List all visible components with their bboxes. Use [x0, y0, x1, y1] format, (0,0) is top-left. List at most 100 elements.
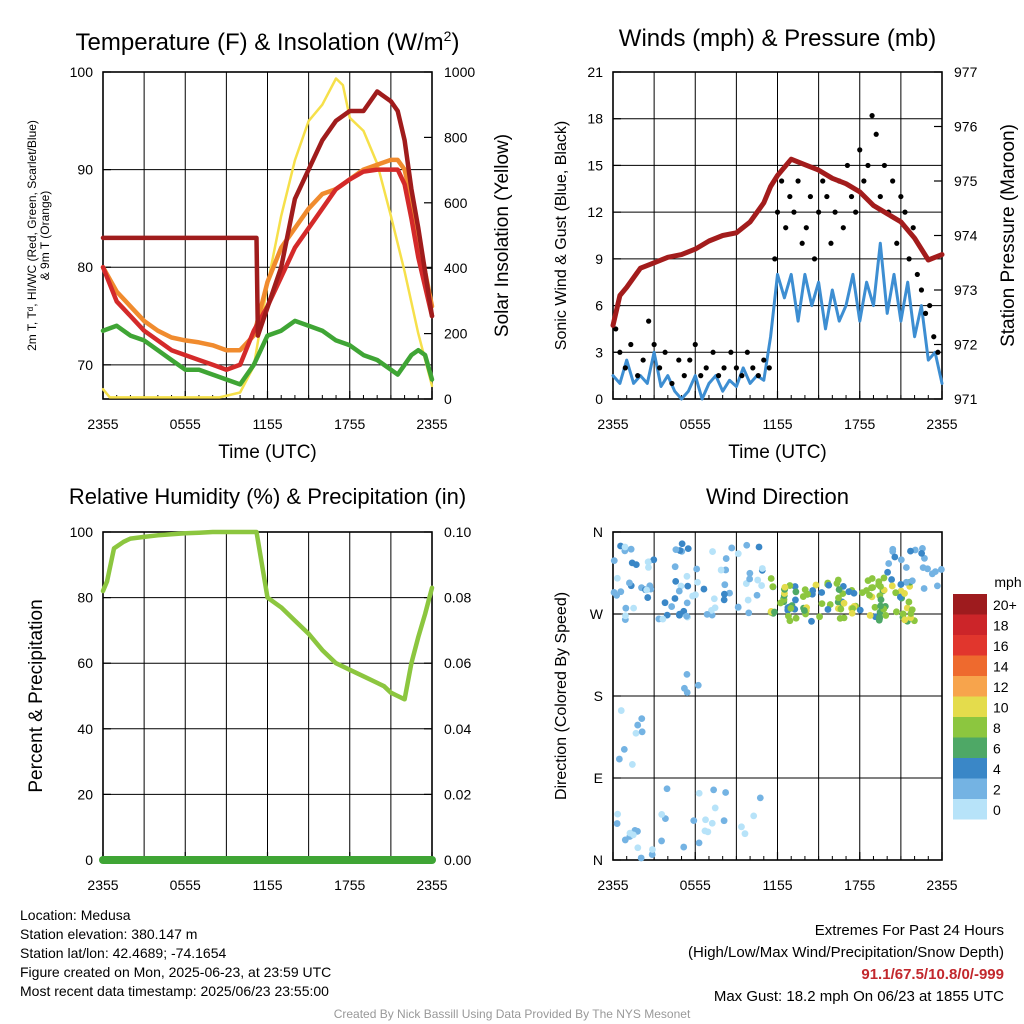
legend-swatch: [953, 614, 987, 635]
x-tick-label: 2355: [926, 416, 957, 432]
gust-point: [898, 193, 904, 200]
direction-point: [920, 585, 928, 592]
direction-point: [808, 617, 815, 625]
direction-point: [785, 612, 792, 620]
gust-point: [750, 365, 756, 371]
y-tick-label: 80: [77, 259, 93, 275]
direction-point: [877, 596, 885, 604]
direction-point: [671, 595, 679, 602]
direction-point: [614, 810, 622, 818]
gust-point: [657, 365, 663, 371]
direction-point: [627, 545, 635, 553]
gust-point: [640, 357, 646, 363]
direction-point: [645, 564, 652, 571]
direction-point: [632, 729, 640, 737]
direction-point: [744, 596, 752, 604]
gust-point: [622, 365, 628, 371]
legend-label: 8: [993, 720, 1001, 736]
x-tick-label: 1155: [252, 877, 282, 893]
direction-point: [738, 823, 745, 831]
direction-point: [824, 606, 832, 613]
gust-point: [779, 178, 785, 184]
direction-point: [889, 545, 897, 553]
gust-point: [774, 209, 781, 215]
direction-point: [710, 786, 718, 794]
series-line-solar-insolation: [101, 77, 434, 399]
gust-point: [811, 256, 818, 262]
direction-point: [787, 604, 795, 612]
direction-point: [711, 804, 719, 812]
gust-point: [881, 162, 888, 169]
direction-point: [907, 547, 914, 555]
station-latlon: Station lat/lon: 42.4689; -74.1654: [20, 945, 227, 961]
y-tick-label: E: [594, 770, 603, 786]
gust-point: [890, 178, 896, 184]
gust-point: [918, 287, 925, 293]
legend-swatch: [953, 594, 987, 615]
gust-point: [715, 373, 722, 379]
direction-point: [869, 584, 877, 591]
direction-point: [628, 761, 636, 768]
y-tick-label: 0: [595, 391, 603, 407]
legend-label: 16: [993, 638, 1009, 654]
direction-point: [845, 588, 853, 596]
y-tick-label: 12: [587, 204, 603, 220]
direction-point: [629, 831, 637, 839]
direction-point: [907, 610, 915, 617]
legend-label: 14: [993, 659, 1009, 675]
direction-point: [720, 596, 728, 604]
legend-swatch: [953, 696, 987, 717]
direction-point: [700, 585, 708, 593]
direction-point: [650, 556, 658, 564]
direction-point: [630, 604, 638, 612]
direction-point: [746, 569, 754, 577]
gust-point: [865, 162, 871, 169]
legend-swatch: [953, 676, 987, 697]
x-tick-label: 1755: [334, 416, 365, 432]
direction-point: [658, 811, 666, 818]
direction-point: [617, 707, 625, 714]
direction-point: [709, 548, 716, 555]
direction-point: [621, 836, 629, 844]
x-tick-label: 2355: [87, 877, 118, 893]
direction-point: [769, 583, 777, 591]
series-line-hi-wc: [100, 167, 435, 372]
x-tick-label: 2355: [416, 877, 447, 893]
direction-point: [924, 565, 931, 573]
direction-point: [661, 599, 669, 607]
x-tick-label: 2355: [416, 416, 447, 432]
direction-point: [877, 583, 884, 590]
direction-point: [675, 587, 683, 595]
x-tick-label: 1155: [252, 416, 282, 432]
direction-point: [877, 602, 884, 610]
direction-point: [818, 589, 826, 596]
y-tick-label: W: [590, 606, 604, 622]
direction-point: [695, 789, 703, 797]
direction-point: [644, 594, 652, 601]
direction-point: [622, 604, 630, 612]
direction-point: [882, 612, 890, 619]
direction-point: [684, 545, 692, 553]
direction-point: [905, 598, 913, 606]
direction-point: [693, 565, 701, 573]
direction-point: [897, 556, 905, 564]
y-tick-label: 60: [77, 655, 93, 671]
y-tick-label: 15: [587, 157, 603, 173]
direction-point: [876, 613, 883, 621]
direction-point: [792, 614, 800, 622]
legend-label: 18: [993, 618, 1009, 634]
direction-point: [613, 820, 621, 827]
gust-point: [820, 178, 826, 184]
legend-label: 20+: [993, 597, 1017, 613]
y-right-tick-label: 200: [444, 326, 468, 342]
direction-point: [610, 557, 618, 565]
direction-point: [901, 616, 909, 624]
y-right-tick-label: 974: [954, 228, 978, 244]
series-line-sonic-wind: [611, 241, 944, 401]
credit-line: Created By Nick Bassill Using Data Provi…: [333, 1007, 691, 1021]
direction-point: [668, 603, 676, 610]
direction-point: [672, 577, 680, 585]
y-tick-label: 100: [70, 64, 94, 80]
gust-point: [772, 256, 778, 262]
